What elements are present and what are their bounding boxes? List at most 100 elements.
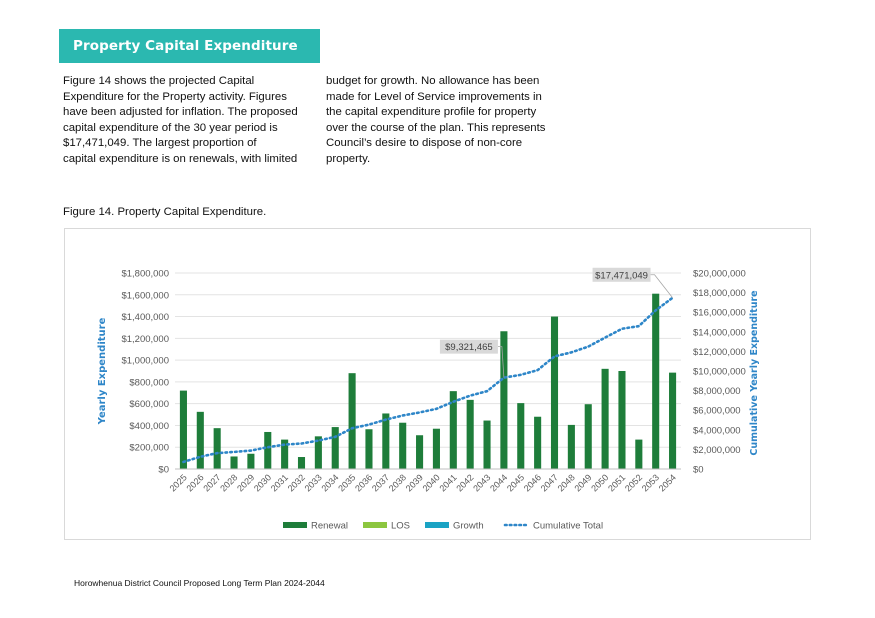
section-title: Property Capital Expenditure (73, 38, 298, 54)
y2-tick-label: $14,000,000 (693, 327, 746, 338)
annotation-leader (497, 346, 505, 378)
bar-renewal (399, 422, 407, 469)
body-line: made for Level of Service improvements i… (326, 90, 542, 103)
x-tick-label: 2029 (235, 472, 256, 493)
y2-tick-label: $0 (693, 465, 704, 476)
x-tick-label: 2027 (201, 472, 222, 493)
bar-renewal (652, 293, 660, 469)
body-line: capital expenditure is on renewals, with… (63, 152, 298, 165)
annotation-leader (650, 274, 673, 299)
bar-renewal (466, 399, 474, 469)
x-tick-label: 2046 (522, 472, 543, 493)
y-tick-label: $1,600,000 (121, 290, 169, 301)
x-tick-label: 2045 (505, 472, 526, 493)
bar-renewal (669, 372, 677, 469)
y-tick-label: $200,000 (129, 443, 169, 454)
bar-renewal (331, 427, 339, 469)
x-tick-label: 2035 (336, 472, 357, 493)
x-tick-label: 2052 (623, 472, 644, 493)
x-tick-label: 2036 (353, 472, 374, 493)
x-tick-label: 2034 (319, 472, 340, 493)
body-line: budget for growth. No allowance has been (326, 75, 540, 87)
bar-renewal (365, 429, 373, 469)
x-tick-label: 2028 (218, 472, 239, 493)
bar-renewal (432, 428, 440, 469)
bar-renewal (601, 368, 609, 469)
capex-chart: $0 $200,000 $400,000 $600,000 $800,000 $1,000… (97, 267, 760, 532)
x-tick-label: 2054 (657, 472, 678, 493)
legend-label: Renewal (311, 521, 348, 532)
y2-tick-label: $16,000,000 (693, 308, 746, 319)
y-tick-label: $1,000,000 (121, 356, 169, 367)
bar-renewal (247, 453, 255, 469)
bar-renewal (567, 424, 575, 469)
y2-tick-label: $18,000,000 (693, 288, 746, 299)
y-axis-title: Yearly Expenditure (97, 317, 108, 425)
x-tick-label: 2051 (606, 472, 627, 493)
x-tick-label: 2039 (404, 472, 425, 493)
bar-renewal (635, 439, 643, 469)
body-column-2: budget for growth. No allowance has been… (326, 74, 556, 168)
x-tick-label: 2053 (640, 472, 661, 493)
page-footer: Horowhenua District Council Proposed Lon… (74, 578, 325, 588)
x-tick-label: 2026 (184, 472, 205, 493)
y2-tick-label: $6,000,000 (693, 406, 741, 417)
y2-tick-label: $2,000,000 (693, 445, 741, 456)
x-tick-label: 2044 (488, 472, 509, 493)
bar-renewal (348, 373, 356, 469)
bar-renewal (196, 411, 204, 469)
x-tick-label: 2032 (286, 472, 307, 493)
x-tick-label: 2048 (556, 472, 577, 493)
chart-container: $0 $200,000 $400,000 $600,000 $800,000 $1,000… (64, 228, 811, 540)
body-line: Council’s desire to dispose of non-core (326, 137, 523, 150)
annotation-box (592, 267, 651, 282)
x-tick-label: 2025 (168, 472, 189, 493)
figure-caption: Figure 14. Property Capital Expenditure. (63, 206, 267, 218)
legend-swatch (283, 522, 307, 528)
bar-renewal (483, 420, 491, 469)
bar-renewal (416, 435, 424, 469)
x-tick-label: 2037 (370, 472, 391, 493)
y2-tick-label: $8,000,000 (693, 386, 741, 397)
body-column-1: Figure 14 shows the projected Capital Ex… (63, 74, 313, 168)
body-line: capital expenditure of the 30 year perio… (63, 121, 278, 134)
bar-renewal (584, 404, 592, 469)
legend-label: Growth (453, 521, 484, 532)
bar-renewal (264, 431, 272, 469)
y-tick-label: $1,800,000 (121, 269, 169, 280)
legend-swatch (425, 522, 449, 528)
body-line: have been adjusted for inflation. The pr… (63, 106, 298, 119)
x-tick-label: 2041 (437, 472, 458, 493)
annotation-label: $17,471,049 (595, 270, 648, 281)
y-tick-label: $1,400,000 (121, 312, 169, 323)
bar-renewal (382, 413, 390, 469)
bar-renewal (550, 316, 559, 469)
x-tick-label: 2031 (269, 472, 290, 493)
legend-swatch (363, 522, 387, 528)
y-tick-label: $600,000 (129, 399, 169, 410)
bar-renewal (500, 331, 508, 469)
bar-renewal (449, 391, 457, 469)
x-tick-label: 2042 (454, 472, 475, 493)
body-line: over the course of the plan. This repres… (326, 121, 546, 134)
bar-renewal (179, 390, 187, 469)
x-tick-label: 2030 (252, 472, 273, 493)
body-line: the capital expenditure profile for prop… (326, 106, 537, 119)
legend-label: LOS (391, 521, 410, 532)
y-tick-label: $800,000 (129, 377, 169, 388)
bar-renewal (534, 416, 542, 469)
y-tick-label: $0 (158, 465, 169, 476)
y2-tick-label: $12,000,000 (693, 347, 746, 358)
body-line: $17,471,049. The largest proportion of (63, 137, 257, 150)
legend-label: Cumulative Total (533, 521, 603, 532)
x-tick-label: 2038 (387, 472, 408, 493)
cumulative-line (182, 296, 674, 464)
y-tick-label: $400,000 (129, 421, 169, 432)
bar-renewal (314, 436, 322, 469)
section-banner: Property Capital Expenditure (59, 29, 320, 63)
x-tick-label: 2040 (421, 472, 442, 493)
annotation-label: $9,321,465 (445, 342, 493, 353)
bar-renewal (297, 457, 306, 469)
y2-tick-label: $4,000,000 (693, 425, 741, 436)
x-tick-label: 2043 (471, 472, 492, 493)
